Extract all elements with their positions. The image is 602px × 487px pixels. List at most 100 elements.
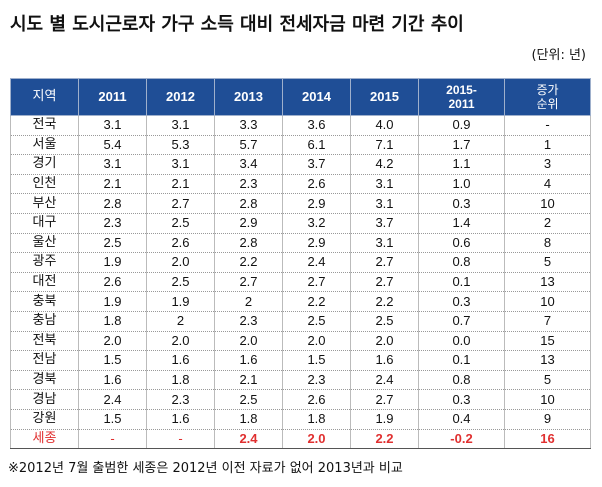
cell-region: 경북: [10, 370, 79, 391]
cell-rank: 5: [504, 370, 591, 391]
cell-y2012: 1.8: [146, 370, 215, 391]
cell-y2013: 1.8: [214, 409, 283, 430]
cell-y2014: 2.0: [282, 429, 351, 450]
data-table: 지역 2011 2012 2013 2014 2015 2015- 2011 증가…: [10, 78, 591, 450]
cell-y2011: 2.5: [78, 233, 147, 254]
cell-diff: 0.1: [418, 272, 505, 293]
table-row: 울산 2.5 2.6 2.8 2.9 3.1 0.6 8: [10, 233, 591, 254]
cell-rank: 13: [504, 350, 591, 371]
cell-y2013: 5.7: [214, 135, 283, 156]
cell-y2012: 2.5: [146, 213, 215, 234]
cell-region: 서울: [10, 135, 79, 156]
cell-region: 세종: [10, 429, 79, 450]
table-row: 인천 2.1 2.1 2.3 2.6 3.1 1.0 4: [10, 174, 591, 195]
cell-rank: 9: [504, 409, 591, 430]
cell-y2011: -: [78, 429, 147, 450]
cell-region: 강원: [10, 409, 79, 430]
cell-diff: 0.3: [418, 193, 505, 214]
cell-y2014: 3.7: [282, 154, 351, 175]
cell-y2015: 7.1: [350, 135, 419, 156]
cell-y2015: 1.6: [350, 350, 419, 371]
header-2014: 2014: [282, 78, 351, 116]
cell-y2013: 2.7: [214, 272, 283, 293]
cell-diff: 0.1: [418, 350, 505, 371]
cell-region: 대구: [10, 213, 79, 234]
cell-y2013: 2.2: [214, 252, 283, 273]
cell-y2014: 1.5: [282, 350, 351, 371]
cell-y2012: 1.6: [146, 350, 215, 371]
cell-y2012: 2.1: [146, 174, 215, 195]
cell-diff: 1.0: [418, 174, 505, 195]
cell-region: 충남: [10, 311, 79, 332]
cell-region: 광주: [10, 252, 79, 273]
cell-y2013: 2.4: [214, 429, 283, 450]
table-row-highlight: 세종 - -2.4 2.0 2.2 -0.2 16: [10, 429, 591, 450]
cell-region: 전국: [10, 115, 79, 136]
cell-y2014: 2.4: [282, 252, 351, 273]
header-rank: 증가 순위: [504, 78, 591, 116]
cell-y2012: 1.9: [146, 291, 215, 312]
cell-y2015: 2.7: [350, 272, 419, 293]
cell-y2011: 1.6: [78, 370, 147, 391]
cell-y2011: 2.8: [78, 193, 147, 214]
table-body: 전국 3.1 3.1 3.3 3.6 4.0 0.9- 서울 5.4 5.3 5.7 6.1 7.1 1.…: [10, 115, 591, 450]
cell-y2014: 2.3: [282, 370, 351, 391]
table-row: 대구 2.3 2.5 2.9 3.2 3.7 1.4 2: [10, 213, 591, 234]
cell-diff: 0.6: [418, 233, 505, 254]
cell-region: 충북: [10, 291, 79, 312]
cell-y2012: 2.0: [146, 331, 215, 352]
table-row: 전북 2.0 2.0 2.0 2.0 2.0 0.0 15: [10, 331, 591, 352]
header-2012: 2012: [146, 78, 215, 116]
cell-y2015: 2.2: [350, 429, 419, 450]
cell-diff: 0.8: [418, 370, 505, 391]
cell-y2013: 2.8: [214, 233, 283, 254]
header-2013: 2013: [214, 78, 283, 116]
cell-region: 전남: [10, 350, 79, 371]
cell-y2015: 2.0: [350, 331, 419, 352]
cell-y2011: 2.4: [78, 389, 147, 410]
cell-y2013: 3.4: [214, 154, 283, 175]
cell-diff: 1.4: [418, 213, 505, 234]
cell-y2013: 2.3: [214, 174, 283, 195]
cell-y2013: 1.6: [214, 350, 283, 371]
cell-y2014: 1.8: [282, 409, 351, 430]
cell-y2013: 2.1: [214, 370, 283, 391]
cell-y2012: -: [146, 429, 215, 450]
cell-y2013: 2.0: [214, 331, 283, 352]
table-row: 경기 3.1 3.1 3.4 3.7 4.2 1.1 3: [10, 154, 591, 175]
cell-region: 경남: [10, 389, 79, 410]
cell-y2015: 3.1: [350, 193, 419, 214]
cell-y2013: 3.3: [214, 115, 283, 136]
cell-y2014: 2.6: [282, 389, 351, 410]
cell-y2011: 2.3: [78, 213, 147, 234]
cell-y2011: 3.1: [78, 115, 147, 136]
cell-y2012: 2: [146, 311, 215, 332]
cell-y2015: 2.7: [350, 252, 419, 273]
cell-y2012: 2.6: [146, 233, 215, 254]
cell-rank: 16: [504, 429, 591, 450]
header-rank-line1: 증가: [536, 83, 559, 97]
cell-y2011: 1.9: [78, 291, 147, 312]
header-diff: 2015- 2011: [418, 78, 505, 116]
cell-diff: 0.0: [418, 331, 505, 352]
cell-diff: -0.2: [418, 429, 505, 450]
cell-y2015: 2.4: [350, 370, 419, 391]
header-diff-line1: 2015-: [446, 83, 477, 97]
cell-y2015: 2.2: [350, 291, 419, 312]
cell-rank: 3: [504, 154, 591, 175]
cell-y2015: 4.0: [350, 115, 419, 136]
cell-y2011: 3.1: [78, 154, 147, 175]
cell-y2011: 1.8: [78, 311, 147, 332]
cell-rank: 1: [504, 135, 591, 156]
header-region: 지역: [10, 78, 79, 116]
cell-y2011: 1.5: [78, 409, 147, 430]
cell-rank: 13: [504, 272, 591, 293]
header-2015: 2015: [350, 78, 419, 116]
cell-diff: 0.3: [418, 389, 505, 410]
cell-rank: 10: [504, 193, 591, 214]
cell-y2015: 1.9: [350, 409, 419, 430]
table-row: 경북 1.6 1.8 2.1 2.3 2.4 0.8 5: [10, 370, 591, 391]
cell-y2012: 2.3: [146, 389, 215, 410]
cell-region: 부산: [10, 193, 79, 214]
cell-y2015: 3.7: [350, 213, 419, 234]
